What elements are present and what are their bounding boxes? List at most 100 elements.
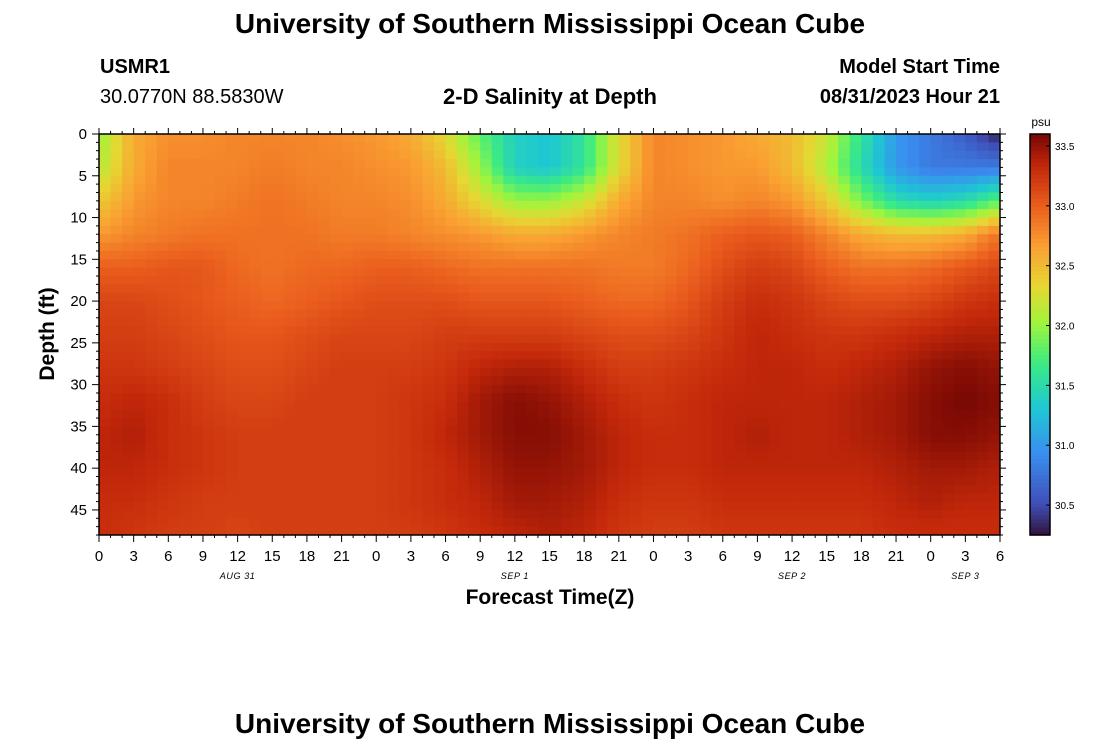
heatmap-cell	[803, 367, 816, 377]
heatmap-cell	[99, 401, 112, 411]
heatmap-cell	[572, 309, 585, 319]
heatmap-cell	[168, 351, 181, 361]
heatmap-cell	[179, 476, 193, 486]
heatmap-cell	[537, 342, 551, 352]
heatmap-cell	[226, 234, 239, 244]
heatmap-cell	[849, 292, 862, 302]
heatmap-cell	[965, 167, 978, 177]
heatmap-cell	[792, 509, 805, 519]
heatmap-cell	[815, 301, 828, 311]
heatmap-cell	[330, 468, 343, 478]
heatmap-cell	[191, 359, 204, 369]
heatmap-cell	[214, 384, 227, 394]
heatmap-cell	[861, 267, 874, 277]
heatmap-cell	[422, 468, 435, 478]
heatmap-cell	[572, 242, 585, 252]
heatmap-cell	[341, 259, 354, 269]
heatmap-cell	[549, 334, 562, 344]
heatmap-cell	[433, 518, 447, 528]
heatmap-cell	[595, 359, 608, 369]
colorbar-segment	[1030, 230, 1050, 235]
heatmap-cell	[745, 476, 759, 486]
heatmap-cell	[202, 392, 216, 402]
heatmap-cell	[399, 359, 412, 369]
heatmap-cell	[953, 292, 966, 302]
heatmap-cell	[330, 493, 343, 503]
heatmap-cell	[214, 367, 227, 377]
heatmap-cell	[237, 301, 250, 311]
heatmap-cell	[826, 267, 839, 277]
heatmap-cell	[145, 292, 158, 302]
heatmap-cell	[699, 401, 712, 411]
heatmap-cell	[953, 225, 966, 235]
heatmap-cell	[722, 476, 735, 486]
heatmap-cell	[641, 409, 655, 419]
heatmap-cell	[942, 192, 955, 202]
heatmap-cell	[133, 426, 146, 436]
heatmap-cell	[965, 518, 978, 528]
heatmap-cell	[815, 451, 828, 461]
colorbar-segment	[1030, 318, 1050, 324]
heatmap-cell	[942, 317, 955, 327]
heatmap-cell	[861, 367, 874, 377]
heatmap-cell	[641, 200, 655, 210]
heatmap-cell	[99, 468, 112, 478]
heatmap-cell	[965, 476, 978, 486]
heatmap-cell	[826, 459, 839, 469]
heatmap-cell	[549, 150, 562, 160]
heatmap-cell	[364, 159, 377, 169]
heatmap-cell	[618, 234, 631, 244]
heatmap-cell	[249, 284, 262, 294]
heatmap-cell	[99, 200, 112, 210]
heatmap-cell	[260, 192, 273, 202]
colorbar-segment	[1030, 266, 1050, 271]
heatmap-cell	[561, 209, 574, 219]
heatmap-cell	[514, 459, 527, 469]
heatmap-cell	[815, 342, 828, 352]
heatmap-cell	[364, 351, 377, 361]
heatmap-cell	[595, 451, 608, 461]
heatmap-cell	[942, 309, 955, 319]
heatmap-cell	[191, 259, 204, 269]
heatmap-cell	[145, 493, 158, 503]
heatmap-cell	[803, 459, 816, 469]
heatmap-cell	[630, 526, 643, 535]
heatmap-cell	[653, 392, 666, 402]
heatmap-cell	[364, 309, 377, 319]
heatmap-cell	[549, 468, 562, 478]
heatmap-cell	[145, 443, 158, 453]
heatmap-cell	[260, 334, 273, 344]
heatmap-cell	[249, 351, 262, 361]
heatmap-cell	[514, 493, 527, 503]
heatmap-cell	[595, 175, 608, 185]
heatmap-cell	[630, 167, 643, 177]
heatmap-cell	[145, 409, 158, 419]
heatmap-cell	[99, 292, 112, 302]
heatmap-cell	[849, 493, 862, 503]
heatmap-cell	[607, 259, 620, 269]
heatmap-cell	[399, 225, 412, 235]
heatmap-cell	[630, 501, 643, 511]
heatmap-cell	[202, 200, 216, 210]
heatmap-cell	[572, 493, 585, 503]
heatmap-cell	[953, 267, 966, 277]
heatmap-cell	[607, 184, 620, 194]
heatmap-cell	[318, 434, 331, 444]
heatmap-cell	[503, 451, 516, 461]
heatmap-cell	[838, 392, 851, 402]
heatmap-cell	[99, 342, 112, 352]
heatmap-cell	[630, 217, 643, 227]
heatmap-cell	[237, 234, 250, 244]
heatmap-cell	[826, 426, 839, 436]
heatmap-cell	[145, 242, 158, 252]
heatmap-cell	[318, 493, 331, 503]
heatmap-cell	[976, 367, 990, 377]
heatmap-cell	[872, 242, 886, 252]
heatmap-cell	[480, 451, 493, 461]
heatmap-cell	[249, 167, 262, 177]
heatmap-cell	[711, 284, 724, 294]
heatmap-cell	[387, 468, 400, 478]
heatmap-cell	[838, 242, 851, 252]
heatmap-cell	[214, 217, 227, 227]
heatmap-cell	[422, 342, 435, 352]
